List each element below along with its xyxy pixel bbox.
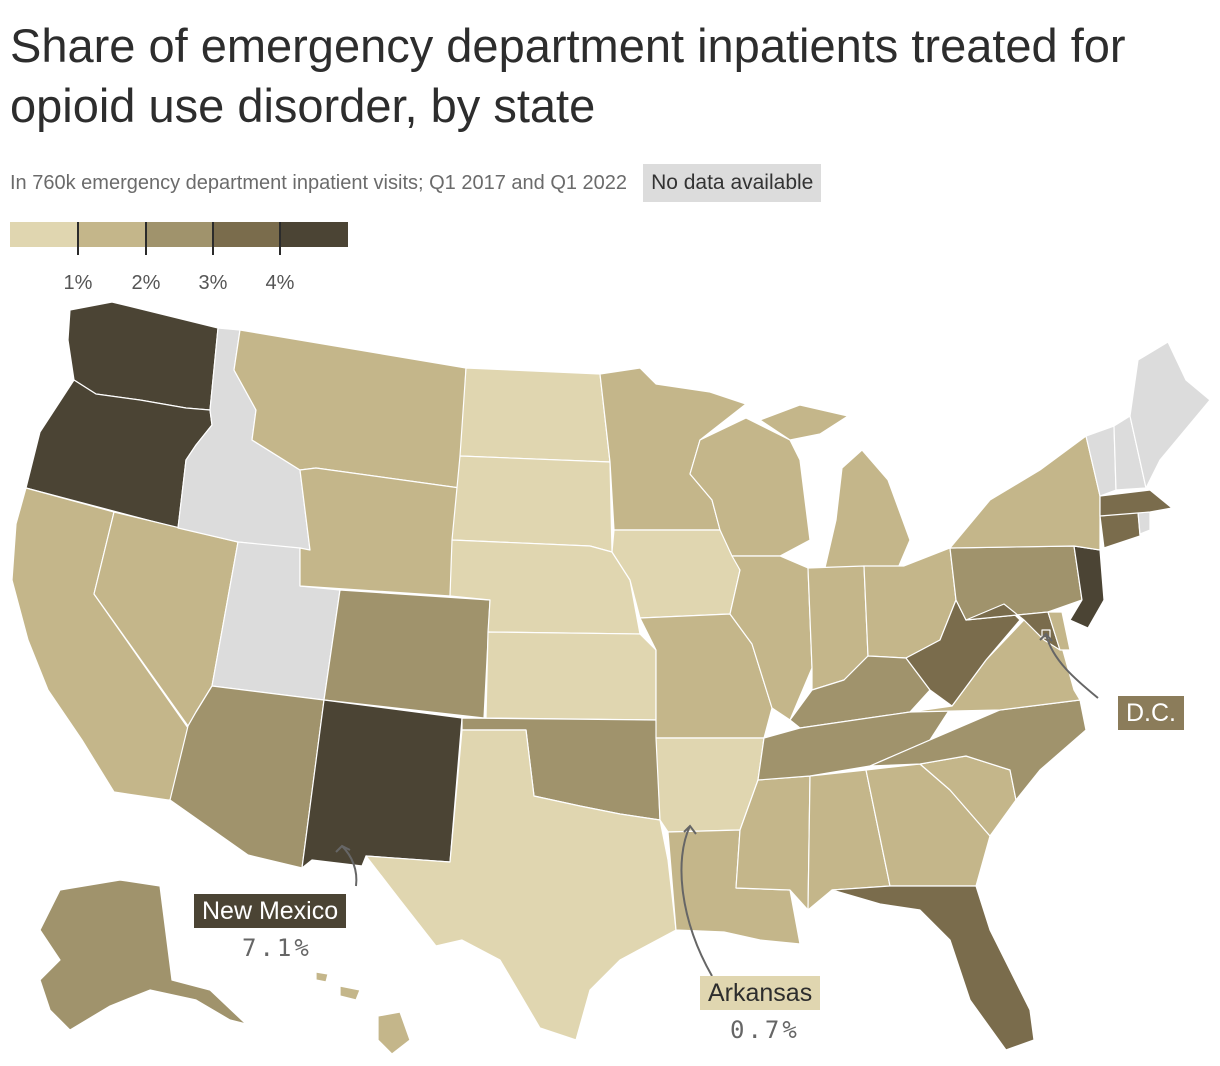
no-data-legend-badge: No data available [643, 164, 822, 202]
state-CO [323, 589, 491, 719]
state-KS [485, 631, 657, 721]
state-WI [689, 417, 811, 557]
subtitle-row: In 760k emergency department inpatient v… [10, 164, 822, 202]
legend-swatch-3 [146, 222, 213, 247]
new-mexico-callout-value: 7.1% [242, 934, 312, 962]
state-WY [299, 467, 461, 597]
state-MI [759, 404, 911, 573]
new-mexico-callout-label: New Mexico [194, 894, 347, 928]
dc-callout-arrowhead [1039, 632, 1053, 642]
state-TX [365, 729, 677, 1041]
state-FL [831, 885, 1035, 1051]
us-state-map [11, 301, 1211, 1055]
state-IL [729, 555, 813, 721]
state-AK [39, 879, 247, 1031]
new-mexico-callout-arrowhead [335, 844, 351, 853]
legend-tick-2 [145, 222, 147, 255]
arkansas-callout-label: Arkansas [700, 976, 821, 1010]
legend-tick-1 [77, 222, 79, 255]
state-MA [1099, 489, 1173, 517]
dc-callout-arrow [1045, 633, 1099, 699]
legend-tick-3 [212, 222, 214, 255]
legend-swatch-2 [78, 222, 146, 247]
legend-label-4: 4% [265, 272, 295, 294]
chart-title: Share of emergency department inpatients… [10, 19, 1126, 132]
legend-swatch-5 [280, 222, 348, 247]
legend-label-1: 1% [63, 272, 93, 294]
legend-label-3: 3% [198, 272, 228, 294]
arkansas-callout-arrowhead [683, 824, 697, 835]
arkansas-callout-value: 0.7% [730, 1016, 800, 1044]
arkansas-callout-arrow [680, 825, 713, 977]
state-DE [1047, 611, 1071, 651]
state-SD [451, 455, 613, 553]
state-ND [459, 367, 611, 463]
chart-subtitle: In 760k emergency department inpatient v… [10, 171, 628, 194]
state-CT [1099, 511, 1141, 549]
legend-label-2: 2% [131, 272, 161, 294]
dc-callout-label: D.C. [1118, 696, 1184, 730]
state-NC [869, 699, 1087, 801]
state-ME [1129, 341, 1211, 489]
state-RI [1137, 511, 1151, 535]
legend-tick-4 [279, 222, 281, 255]
state-NY [949, 435, 1101, 551]
legend-swatch-4 [213, 222, 280, 247]
state-HI [315, 971, 411, 1055]
color-legend: 1% 2% 3% 4% [10, 222, 350, 302]
state-PA [949, 545, 1083, 621]
legend-swatch-1 [10, 222, 78, 247]
state-NM [301, 699, 463, 869]
new-mexico-callout-arrow [341, 845, 358, 887]
